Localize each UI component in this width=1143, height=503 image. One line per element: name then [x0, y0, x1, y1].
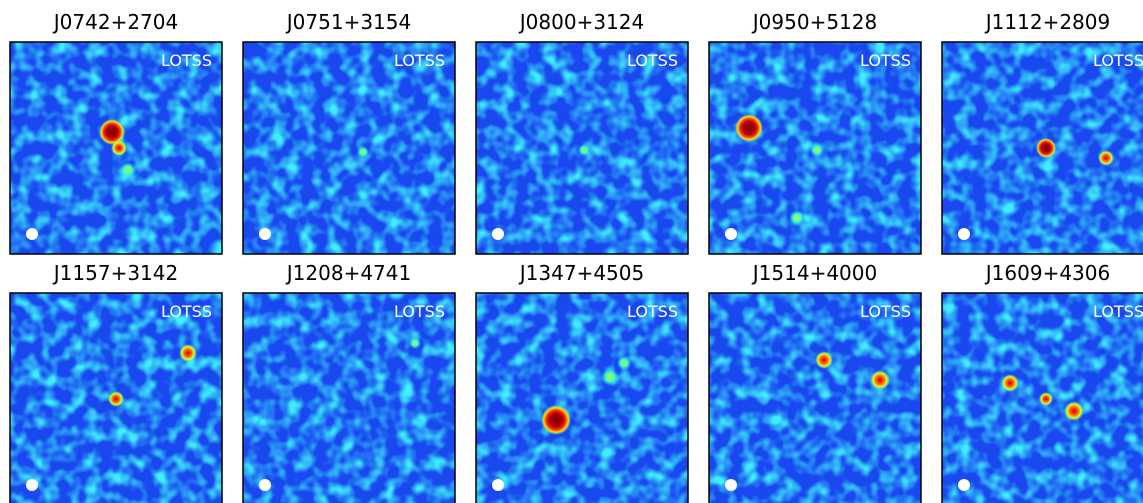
panel: J1208+4741 LOTSS — [242, 261, 456, 503]
image-frame — [708, 41, 922, 255]
image-frame — [475, 292, 689, 503]
panel-title: J1514+4000 — [751, 261, 877, 285]
panel: J0950+5128 LOTSS — [708, 10, 922, 255]
beam — [958, 228, 970, 240]
beam — [492, 479, 504, 491]
image-frame — [242, 292, 456, 503]
beam — [492, 228, 504, 240]
source — [789, 210, 805, 226]
radio-image: LOTSS — [709, 293, 921, 503]
radio-image: LOTSS — [10, 293, 222, 503]
beam — [958, 479, 970, 491]
image-frame — [941, 292, 1143, 503]
panel: J0751+3154 LOTSS — [242, 10, 456, 255]
beam — [259, 228, 271, 240]
panel-title: J0751+3154 — [285, 10, 411, 34]
panel-title: J1112+2809 — [984, 10, 1110, 34]
source — [815, 351, 833, 369]
image-frame — [9, 41, 223, 255]
panel-title: J0800+3124 — [518, 10, 644, 34]
beam — [26, 228, 38, 240]
survey-label: LOTSS — [627, 51, 678, 70]
source — [179, 344, 197, 362]
panel: J1609+4306 LOTSS — [941, 261, 1143, 503]
radio-image: LOTSS — [476, 293, 688, 503]
image-noise — [476, 293, 688, 503]
panel: J0800+3124 LOTSS — [475, 10, 689, 255]
survey-label: LOTSS — [860, 302, 911, 321]
panel: J1347+4505 LOTSS — [475, 261, 689, 503]
source — [108, 391, 124, 407]
survey-label: LOTSS — [1093, 51, 1143, 70]
source — [870, 370, 890, 390]
image-frame — [941, 41, 1143, 255]
source — [810, 143, 824, 157]
source — [578, 144, 590, 156]
survey-label: LOTSS — [1093, 302, 1143, 321]
radio-image: LOTSS — [243, 42, 455, 254]
panel-title: J1208+4741 — [285, 261, 411, 285]
beam — [725, 228, 737, 240]
image-noise — [243, 42, 455, 254]
source — [1098, 150, 1114, 166]
source — [735, 114, 763, 142]
image-noise — [243, 293, 455, 503]
beam — [725, 479, 737, 491]
image-frame — [475, 41, 689, 255]
survey-label: LOTSS — [394, 51, 445, 70]
radio-image: LOTSS — [243, 293, 455, 503]
panel-title: J0742+2704 — [52, 10, 178, 34]
survey-label: LOTSS — [161, 302, 212, 321]
source — [1001, 374, 1019, 392]
beam — [26, 479, 38, 491]
image-frame — [708, 292, 922, 503]
panel-title: J1347+4505 — [518, 261, 644, 285]
panel: J1157+3142 LOTSS — [9, 261, 223, 503]
image-noise — [709, 293, 921, 503]
radio-image: LOTSS — [942, 42, 1143, 254]
source — [99, 119, 125, 145]
panel-title: J1609+4306 — [984, 261, 1110, 285]
panel: J0742+2704 LOTSS — [9, 10, 223, 255]
radio-image: LOTSS — [476, 42, 688, 254]
panel: J1514+4000 LOTSS — [708, 261, 922, 503]
source — [601, 368, 619, 386]
radio-image: LOTSS — [942, 293, 1143, 503]
source — [357, 146, 369, 158]
panel: J1112+2809 LOTSS — [941, 10, 1143, 255]
source — [617, 356, 631, 370]
radio-image: LOTSS — [10, 42, 222, 254]
beam — [259, 479, 271, 491]
source — [1039, 392, 1053, 406]
survey-label: LOTSS — [161, 51, 212, 70]
image-frame — [9, 292, 223, 503]
radio-image: LOTSS — [709, 42, 921, 254]
panel-title: J0950+5128 — [751, 10, 877, 34]
panel-title: J1157+3142 — [52, 261, 178, 285]
source — [409, 337, 421, 349]
source — [120, 162, 136, 178]
source — [541, 405, 571, 435]
source — [111, 140, 127, 156]
source — [1036, 138, 1056, 158]
source — [1064, 401, 1084, 421]
image-frame — [242, 41, 456, 255]
survey-label: LOTSS — [627, 302, 678, 321]
survey-label: LOTSS — [394, 302, 445, 321]
survey-label: LOTSS — [860, 51, 911, 70]
